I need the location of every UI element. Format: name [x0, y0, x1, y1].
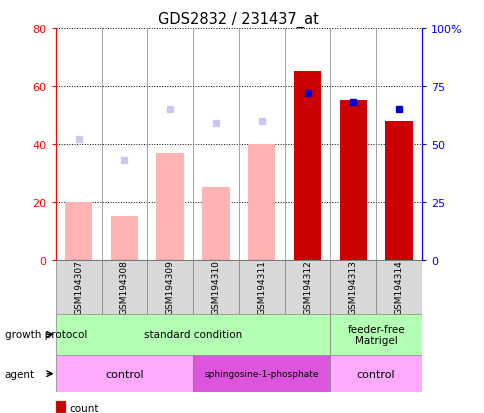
FancyBboxPatch shape	[56, 355, 193, 392]
Text: GSM194308: GSM194308	[120, 260, 129, 314]
Text: count: count	[69, 403, 99, 413]
Text: standard condition: standard condition	[144, 330, 242, 339]
FancyBboxPatch shape	[330, 355, 421, 392]
Text: GSM194309: GSM194309	[166, 260, 174, 314]
FancyBboxPatch shape	[193, 355, 330, 392]
Text: GSM194310: GSM194310	[211, 260, 220, 314]
Text: sphingosine-1-phosphate: sphingosine-1-phosphate	[204, 369, 318, 378]
Bar	[156, 153, 183, 260]
Bar	[110, 217, 138, 260]
FancyBboxPatch shape	[101, 260, 147, 314]
FancyBboxPatch shape	[193, 260, 238, 314]
Bar	[202, 188, 229, 260]
FancyBboxPatch shape	[56, 260, 101, 314]
Text: agent: agent	[5, 369, 35, 379]
Text: GSM194307: GSM194307	[74, 260, 83, 314]
Text: control: control	[105, 369, 143, 379]
FancyBboxPatch shape	[330, 260, 376, 314]
Text: GSM194314: GSM194314	[394, 260, 403, 314]
FancyBboxPatch shape	[147, 260, 193, 314]
Bar	[65, 202, 92, 260]
FancyBboxPatch shape	[56, 314, 330, 355]
Text: feeder-free
Matrigel: feeder-free Matrigel	[347, 324, 404, 345]
Text: GSM194311: GSM194311	[257, 260, 266, 314]
Title: GDS2832 / 231437_at: GDS2832 / 231437_at	[158, 12, 318, 28]
Bar	[293, 72, 320, 260]
Bar	[247, 145, 275, 260]
Bar	[339, 101, 366, 260]
FancyBboxPatch shape	[284, 260, 330, 314]
FancyBboxPatch shape	[330, 314, 421, 355]
Text: GSM194312: GSM194312	[302, 260, 311, 314]
FancyBboxPatch shape	[376, 260, 421, 314]
Text: control: control	[356, 369, 394, 379]
Bar	[384, 121, 412, 260]
Text: GSM194313: GSM194313	[348, 260, 357, 314]
Text: growth protocol: growth protocol	[5, 330, 87, 339]
FancyBboxPatch shape	[238, 260, 284, 314]
